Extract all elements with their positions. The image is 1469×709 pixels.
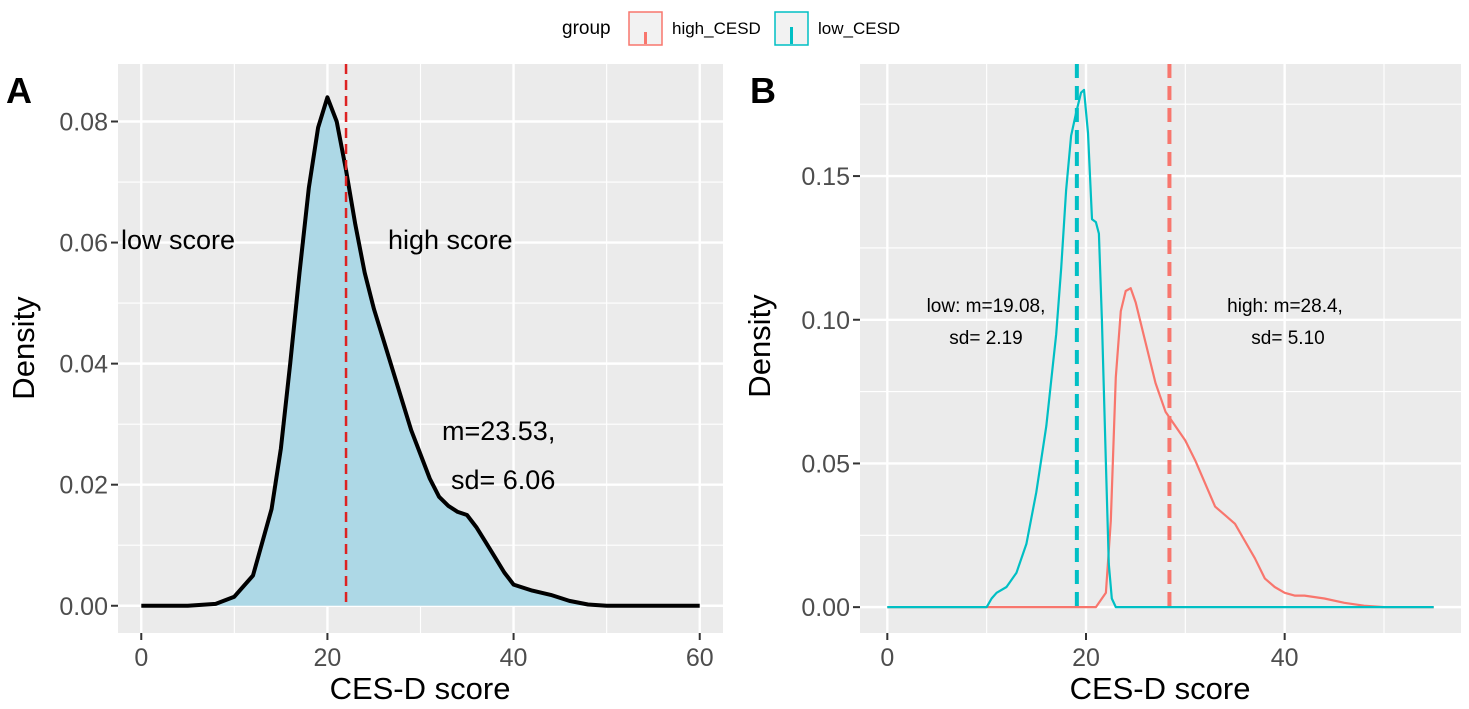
sd-annotation: sd= 6.06 (451, 465, 555, 495)
y-tick-label: 0.05 (801, 450, 850, 478)
panel-b: B 0.00 0.05 0.10 0.15 0 20 40 low: m=19.08, s… (742, 64, 1461, 706)
x-tick-label: 0 (134, 644, 148, 672)
low-score-label: low score (121, 225, 235, 255)
y-axis-title-b: Density (742, 294, 777, 398)
high-mean-annotation: high: m=28.4, (1227, 296, 1343, 317)
legend: group high_CESD low_CESD (562, 11, 900, 46)
mean-annotation: m=23.53, (442, 416, 555, 446)
x-tick-label: 20 (1072, 644, 1100, 672)
x-axis-title-a: CES-D score (330, 671, 511, 706)
y-tick-label: 0.15 (801, 163, 850, 191)
x-tick-label: 20 (314, 644, 342, 672)
y-tick-label: 0.10 (801, 307, 850, 335)
y-tick-label: 0.08 (59, 109, 108, 137)
y-tick-label: 0.04 (59, 351, 108, 379)
low-cesd-curve (887, 88, 1434, 609)
high-sd-annotation: sd= 5.10 (1251, 328, 1324, 349)
y-tick-label: 0.02 (59, 472, 108, 500)
y-tick-label: 0.00 (59, 593, 108, 621)
legend-label-high: high_CESD (672, 19, 761, 38)
low-sd-annotation: sd= 2.19 (949, 328, 1022, 349)
low-mean-annotation: low: m=19.08, (927, 296, 1046, 317)
y-axis-title-a: Density (6, 296, 41, 400)
legend-label-low: low_CESD (818, 19, 900, 38)
x-tick-label: 40 (500, 644, 528, 672)
y-tick-label: 0.06 (59, 230, 108, 258)
x-tick-label: 60 (686, 644, 714, 672)
high-score-label: high score (388, 225, 513, 255)
high-cesd-curve (887, 287, 1434, 609)
x-axis-title-b: CES-D score (1070, 671, 1251, 706)
panel-a: A 0.00 0.02 0.04 0.06 0.08 0 20 40 60 low score… (6, 64, 723, 706)
density-curve (141, 95, 700, 608)
y-tick-label: 0.00 (801, 594, 850, 622)
panel-b-tag: B (750, 70, 776, 111)
density-area (141, 97, 700, 606)
x-tick-label: 0 (880, 644, 894, 672)
panel-a-tag: A (6, 70, 32, 111)
legend-title: group (562, 18, 611, 39)
panel-b-plot-area (860, 64, 1461, 633)
x-tick-label: 40 (1271, 644, 1299, 672)
